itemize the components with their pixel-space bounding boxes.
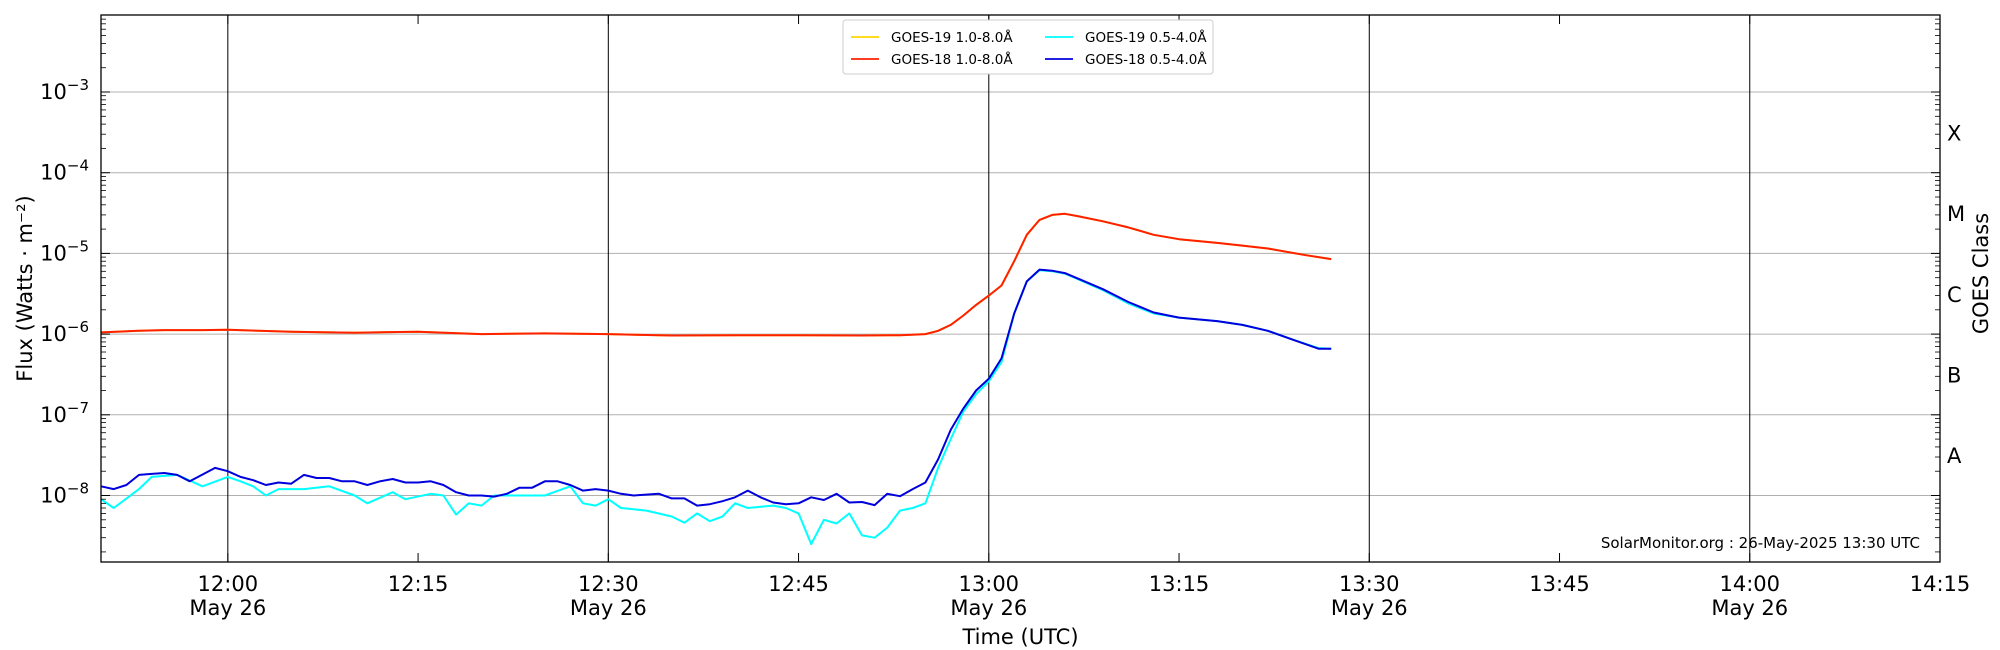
ticks-layer (101, 15, 1941, 562)
series-line-1 (100, 212, 1332, 337)
vertical-hour-lines (227, 15, 1751, 562)
plot-frame (100, 14, 1941, 563)
source-annotation: SolarMonitor.org : 26-May-2025 13:30 UTC (1601, 534, 1920, 552)
goes-class-label-C: C (1947, 283, 1962, 307)
x-tick-date-6: May 26 (1331, 596, 1408, 620)
x-tick-label-2: 12:30 (578, 572, 639, 596)
legend-label-1: GOES-18 1.0-8.0Å (891, 51, 1013, 68)
legend: GOES-19 1.0-8.0Å GOES-18 1.0-8.0Å GOES-19 … (842, 19, 1214, 75)
x-tick-label-5: 13:15 (1149, 572, 1210, 596)
x-tick-label-4: 13:00 (959, 572, 1020, 596)
grid-layer (101, 91, 1940, 497)
series-layer (100, 212, 1332, 546)
y-tick-label-5: 10−3 (40, 76, 89, 104)
y-tick-label-0: 10−8 (40, 480, 89, 508)
y-axis-label: Flux (Watts · m⁻²) (13, 195, 37, 381)
series-line-3 (100, 268, 1332, 507)
y-axis-right-label: GOES Class (1969, 213, 1993, 334)
y-tick-label-4: 10−4 (40, 157, 89, 185)
legend-box (842, 19, 1214, 75)
x-tick-label-3: 12:45 (768, 572, 829, 596)
legend-label-2: GOES-19 0.5-4.0Å (1085, 29, 1207, 46)
legend-label-0: GOES-19 1.0-8.0Å (891, 29, 1013, 46)
y-tick-label-1: 10−7 (40, 399, 89, 427)
x-tick-date-0: May 26 (189, 596, 266, 620)
y-tick-label-2: 10−6 (40, 318, 89, 346)
x-tick-label-9: 14:15 (1910, 572, 1971, 596)
x-axis-label: Time (UTC) (961, 625, 1078, 649)
x-tick-label-6: 13:30 (1339, 572, 1400, 596)
x-tick-label-0: 12:00 (198, 572, 259, 596)
goes-class-label-B: B (1947, 363, 1961, 387)
goes-class-label-A: A (1947, 444, 1962, 468)
x-tick-date-4: May 26 (950, 596, 1027, 620)
legend-label-3: GOES-18 0.5-4.0Å (1085, 51, 1207, 68)
x-tick-date-8: May 26 (1711, 596, 1788, 620)
x-tick-label-1: 12:15 (388, 572, 449, 596)
goes-class-label-M: M (1947, 202, 1965, 226)
x-tick-label-7: 13:45 (1529, 572, 1590, 596)
goes-class-label-X: X (1947, 121, 1961, 145)
x-tick-date-2: May 26 (570, 596, 647, 620)
x-tick-label-8: 14:00 (1719, 572, 1780, 596)
y-tick-label-3: 10−5 (40, 237, 89, 265)
